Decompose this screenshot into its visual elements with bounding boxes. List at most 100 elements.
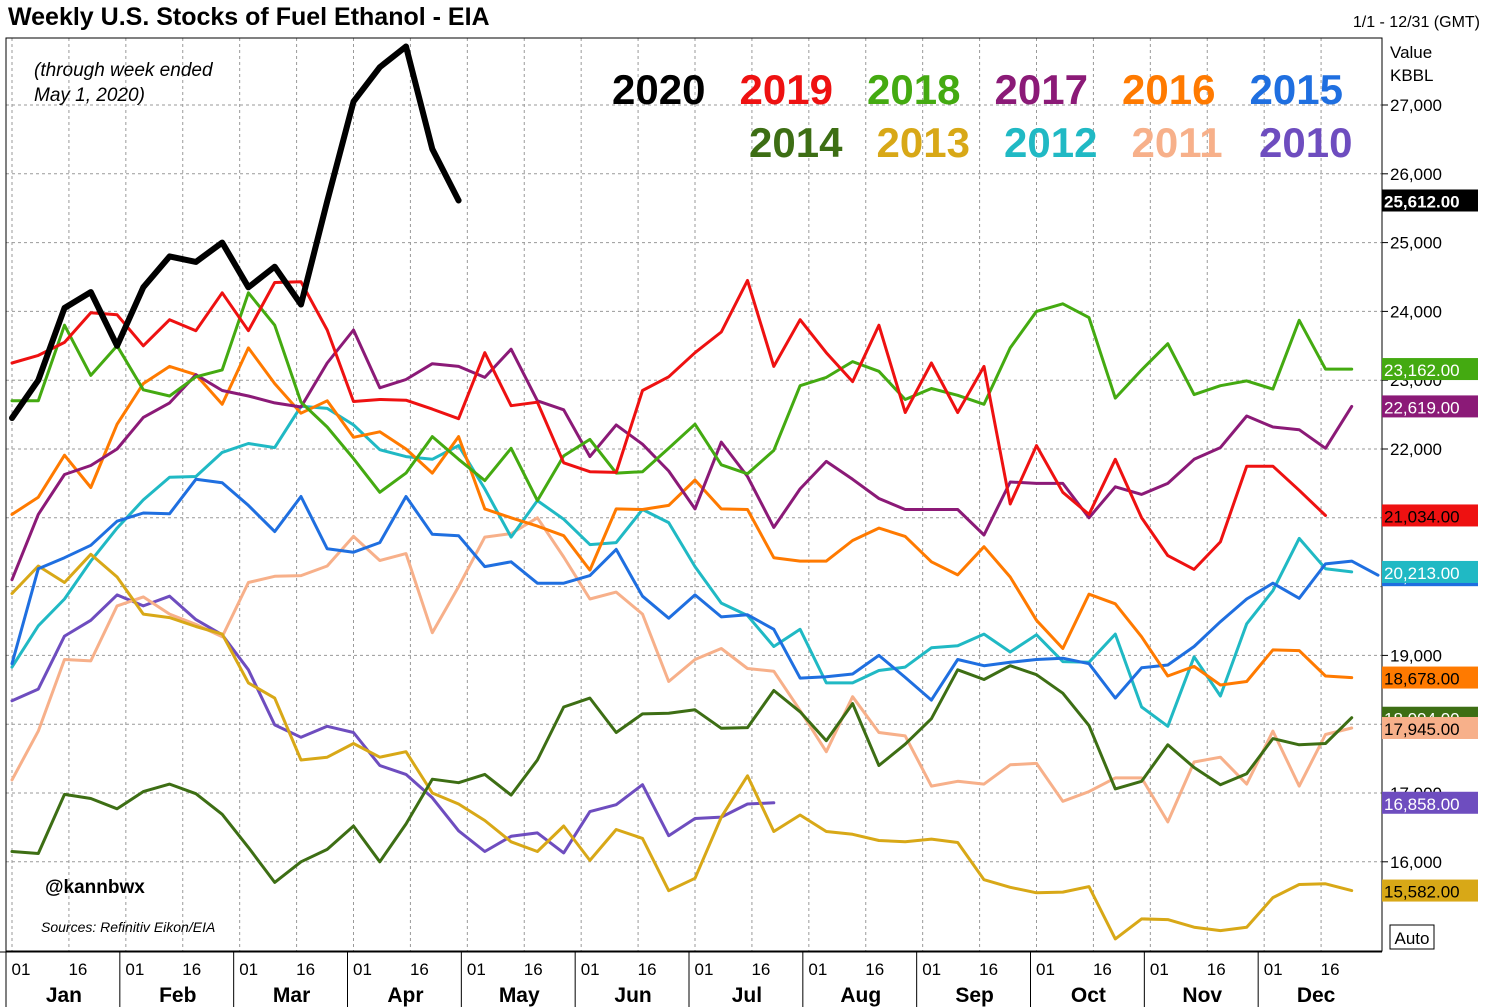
series-line-2011 [10, 516, 1354, 824]
x-day-tick: 01 [12, 960, 31, 979]
x-day-tick: 16 [865, 960, 884, 979]
x-month-label: Jan [46, 984, 82, 1007]
legend-item-2012: 2012 [1004, 119, 1098, 166]
svg-text:20,213.00: 20,213.00 [1384, 564, 1460, 583]
svg-text:25,612.00: 25,612.00 [1384, 192, 1460, 211]
x-day-tick: 01 [1036, 960, 1055, 979]
y-tick-label: 19,000 [1390, 646, 1442, 665]
subtitle-line-1: (through week ended [34, 60, 213, 81]
x-month-label: Aug [840, 984, 881, 1007]
x-day-tick: 01 [467, 960, 486, 979]
series-line-2019 [10, 278, 1327, 571]
x-day-tick: 16 [182, 960, 201, 979]
series-line-2020 [9, 43, 462, 421]
x-day-tick: 01 [1150, 960, 1169, 979]
last-value-2012: 20,213.00 [1382, 560, 1478, 583]
grid [6, 38, 1382, 951]
x-month-label: Dec [1297, 984, 1336, 1007]
series-line-2016 [10, 346, 1354, 687]
x-day-tick: 16 [979, 960, 998, 979]
last-value-2013: 15,582.00 [1382, 879, 1478, 902]
x-day-tick: 16 [751, 960, 770, 979]
legend-item-2016: 2016 [1122, 66, 1216, 113]
legend-item-2018: 2018 [867, 66, 961, 113]
subtitle-note: (through week ended May 1, 2020) [34, 58, 294, 108]
y-tick-label: 24,000 [1390, 302, 1442, 321]
svg-text:21,034.00: 21,034.00 [1384, 507, 1460, 526]
y-tick-label: 16,000 [1390, 853, 1442, 872]
svg-text:15,582.00: 15,582.00 [1384, 883, 1460, 902]
svg-text:18,678.00: 18,678.00 [1384, 670, 1460, 689]
x-day-tick: 16 [410, 960, 429, 979]
y-tick-label: 22,000 [1390, 440, 1442, 459]
x-day-tick: 01 [239, 960, 258, 979]
x-month-label: Apr [387, 984, 423, 1007]
x-month-label: Oct [1071, 984, 1106, 1007]
author-handle: @kannbwx [45, 877, 145, 898]
legend-item-2020: 2020 [612, 66, 706, 113]
y-tick-label: 25,000 [1390, 234, 1442, 253]
svg-text:22,619.00: 22,619.00 [1384, 398, 1460, 417]
svg-text:16,858.00: 16,858.00 [1384, 795, 1460, 814]
x-axis: 01 16 Jan 01 16 Feb 01 16 Mar 01 16 Apr 01 16 May 01 16 J… [5, 951, 1340, 1007]
legend-item-2019: 2019 [739, 66, 833, 113]
x-month-label: Feb [159, 984, 196, 1007]
last-value-labels: 25,612.00 21,034.00 23,162.00 22,619.00 18,6… [1382, 189, 1478, 902]
x-day-tick: 01 [581, 960, 600, 979]
x-day-tick: 01 [125, 960, 144, 979]
y-tick-label: 26,000 [1390, 165, 1442, 184]
series-line-2015 [10, 477, 1380, 702]
legend-item-2014: 2014 [749, 119, 843, 166]
auto-button[interactable]: Auto [1389, 924, 1435, 950]
plot-frame [0, 37, 1383, 953]
last-value-2010: 16,858.00 [1382, 791, 1478, 814]
svg-text:17,945.00: 17,945.00 [1384, 720, 1460, 739]
legend-item-2015: 2015 [1249, 66, 1343, 113]
x-month-label: Nov [1182, 984, 1222, 1007]
series-line-2010 [10, 593, 776, 855]
x-day-tick: 16 [1207, 960, 1226, 979]
x-day-tick: 16 [1093, 960, 1112, 979]
last-value-2018: 23,162.00 [1382, 358, 1478, 381]
x-day-tick: 01 [1264, 960, 1283, 979]
series-line-2014 [10, 664, 1354, 884]
x-day-tick: 16 [1321, 960, 1340, 979]
x-day-tick: 01 [695, 960, 714, 979]
x-day-tick: 01 [353, 960, 372, 979]
last-value-2011: 17,945.00 [1382, 716, 1478, 739]
y-tick-label: 27,000 [1390, 96, 1442, 115]
last-value-2016: 18,678.00 [1382, 666, 1478, 689]
x-day-tick: 01 [808, 960, 827, 979]
x-month-label: Jul [732, 984, 762, 1007]
last-value-2020: 25,612.00 [1382, 189, 1478, 212]
legend-item-2017: 2017 [994, 66, 1088, 113]
x-day-tick: 16 [524, 960, 543, 979]
last-value-2017: 22,619.00 [1382, 395, 1478, 418]
x-month-label: Jun [614, 984, 651, 1007]
x-day-tick: 16 [296, 960, 315, 979]
y-axis: Value KBBL 16,00017,00019,00022,00023,00… [1382, 43, 1442, 872]
x-day-tick: 01 [922, 960, 941, 979]
last-value-2019: 21,034.00 [1382, 504, 1478, 527]
x-month-label: May [499, 984, 540, 1007]
series-line-2018 [10, 291, 1354, 503]
x-month-label: Sep [955, 984, 994, 1007]
chart-title: Weekly U.S. Stocks of Fuel Ethanol - EIA [8, 3, 490, 31]
x-month-label: Mar [273, 984, 310, 1007]
legend-item-2011: 2011 [1131, 119, 1223, 166]
y-axis-label-unit: KBBL [1390, 66, 1433, 85]
source-note: Sources: Refinitiv Eikon/EIA [41, 919, 216, 935]
subtitle-line-2: May 1, 2020) [34, 85, 145, 106]
x-day-tick: 16 [68, 960, 87, 979]
legend-item-2010: 2010 [1259, 119, 1353, 166]
series-line-2013 [10, 552, 1354, 941]
svg-text:23,162.00: 23,162.00 [1384, 361, 1460, 380]
legend-item-2013: 2013 [876, 119, 970, 166]
series-line-2012 [10, 404, 1354, 728]
series-lines [9, 43, 1380, 941]
date-range: 1/1 - 12/31 (GMT) [1352, 14, 1480, 31]
svg-text:Auto: Auto [1395, 929, 1430, 948]
x-day-tick: 16 [638, 960, 657, 979]
y-axis-label-value: Value [1390, 43, 1432, 62]
